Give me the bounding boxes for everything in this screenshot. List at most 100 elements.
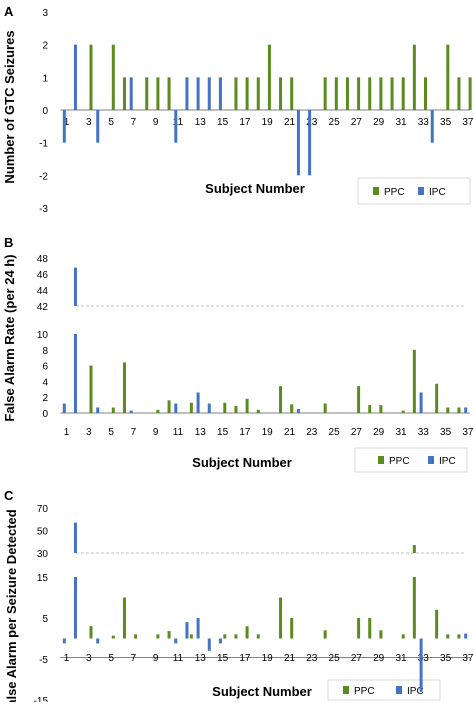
panel-b-bar-ppc-36 [457, 407, 461, 413]
panel-b-bar-ipc-11 [174, 403, 178, 413]
panel-c-xtick: 23 [306, 653, 318, 664]
panel-b-bar-ppc-35 [446, 407, 450, 413]
panel-c-bar-ppc-34 [435, 609, 439, 639]
panel-a-bar-ppc-18 [256, 77, 260, 110]
panel-b-xtick: 13 [195, 427, 207, 438]
panel-a-xtick: 9 [153, 117, 159, 128]
panel-b-bar-ppc-27 [357, 386, 361, 413]
panel-a-bar-ppc-19 [267, 44, 271, 110]
panel-b-bar-ppc-10 [167, 400, 171, 413]
panel-a-xtick: 27 [351, 117, 363, 128]
legend-c-ppc-label: PPC [354, 686, 375, 697]
panel-c-bar-ipc-1 [62, 638, 66, 644]
panel-a-bar-ipc-15 [218, 77, 222, 110]
panel-c-bar-ppc-9 [156, 634, 160, 639]
panel-c-xtick: 3 [86, 653, 92, 664]
legend-b: PPC IPC [354, 447, 468, 473]
panel-b-xtick: 5 [108, 427, 114, 438]
panel-a-bar-ppc-25 [334, 77, 338, 110]
panel-b-bar-ppc-18 [256, 409, 260, 413]
panel-c-xtick: 17 [239, 653, 251, 664]
panel-c-bar-ppc-35 [446, 634, 450, 639]
panel-a-xtick: 33 [418, 117, 430, 128]
panel-b-bar-ppc-5 [111, 407, 115, 413]
legend-c-ipc-swatch [396, 686, 402, 694]
panel-c-bar-ipc-33 [419, 638, 423, 692]
legend-a-ipc-swatch [418, 187, 424, 195]
panel-b-bar-ipc-2-lower [73, 334, 77, 413]
panel-a-xtick: 25 [329, 117, 341, 128]
panel-a-bar-ppc-17 [245, 77, 249, 110]
panel-a-bar-ipc-7 [129, 77, 133, 110]
panel-a-ytick: 0 [42, 106, 48, 117]
panel-b-bar-ppc-29 [379, 405, 383, 413]
panel-a-bar-ppc-35 [446, 44, 450, 110]
panel-a-bar-ppc-21 [290, 77, 294, 110]
panel-b-ytick: 2 [42, 393, 48, 404]
panel-b-bar-ppc-20 [279, 386, 283, 413]
panel-a-xtick: 19 [262, 117, 274, 128]
panel-b-xlabel: Subject Number [192, 455, 292, 470]
panel-a-bar-ppc-28 [368, 77, 372, 110]
panel-b-bar-ipc-4 [96, 407, 100, 413]
panel-c-bar-ipc-12 [185, 622, 189, 639]
panel-c-xlabel: Subject Number [212, 684, 312, 699]
panel-a-bar-ppc-6 [122, 77, 126, 110]
panel-c-ytick: 70 [37, 504, 49, 515]
panel-a-xtick: 17 [239, 117, 251, 128]
panel-a-bar-ipc-2 [73, 44, 77, 110]
panel-a-bar-ppc-37 [468, 77, 472, 110]
panel-a-xtick: 1 [64, 117, 70, 128]
panel-c-ylabel-line: False Alarm per Seizure Detected [4, 509, 19, 702]
panel-a-bar-ipc-22 [296, 110, 300, 176]
panel-a-xtick: 13 [195, 117, 207, 128]
panel-b-bar-ipc-33 [419, 392, 423, 413]
panel-b-xtick: 27 [351, 427, 363, 438]
panel-c-bar-ppc-32 [412, 545, 416, 553]
legend-c-ppc-swatch [343, 686, 349, 694]
panel-c-bar-ppc-31 [401, 634, 405, 639]
panel-c-bar-ppc-7 [134, 634, 138, 639]
panel-a-bar-ppc-16 [234, 77, 238, 110]
panel-b-ytick: 46 [37, 270, 49, 281]
panel-a-bar-ipc-13 [196, 77, 200, 110]
panel-a-xtick: 37 [462, 117, 474, 128]
panel-a-ytick: 2 [42, 41, 48, 52]
panel-b-xtick: 31 [395, 427, 407, 438]
panel-c-xtick: 15 [217, 653, 229, 664]
panel-a-xtick: 7 [131, 117, 137, 128]
panel-b-ytick: 0 [42, 409, 48, 420]
panel-b-bar-ppc-28 [368, 405, 372, 413]
panel-c-bar-ppc-16 [234, 634, 238, 639]
panel-c-xtick: 5 [108, 653, 114, 664]
panel-a-bar-ppc-3 [89, 44, 93, 110]
panel-b-ylabel: False Alarm Rate (per 24 h) [2, 254, 17, 421]
panel-c-bar-ppc-28 [368, 618, 372, 639]
panel-b-ytick: 10 [37, 330, 49, 341]
panel-b-ytick: 4 [42, 377, 48, 388]
panel-b-xtick: 21 [284, 427, 296, 438]
panel-a-bar-ipc-34 [430, 110, 434, 143]
panel-c-xtick: 37 [462, 653, 474, 664]
panel-c-bar-ppc-17 [245, 626, 249, 639]
panel-a-xtick: 31 [395, 117, 407, 128]
panel-b-xtick: 9 [153, 427, 159, 438]
panel-b-xtick: 37 [462, 427, 474, 438]
panel-c-xtick: 9 [153, 653, 159, 664]
panel-b-xtick: 11 [173, 427, 184, 438]
panel-a-xlabel: Subject Number [205, 181, 305, 196]
panel-c-bar-ppc-24 [323, 630, 327, 639]
panel-b-xtick: 33 [418, 427, 430, 438]
legend-a-ppc-swatch [373, 187, 379, 195]
panel-c-bar-ipc-11 [174, 638, 178, 644]
panel-b-bar-ipc-37 [464, 407, 468, 413]
panel-a-xtick: 35 [440, 117, 452, 128]
legend-c-ipc-label: IPC [407, 686, 424, 697]
panel-a-xtick: 23 [306, 117, 318, 128]
panel-a-xtick: 15 [217, 117, 229, 128]
panel-a-bar-ppc-30 [390, 77, 394, 110]
panel-a-xtick: 11 [173, 117, 184, 128]
panel-a-ytick: -1 [39, 139, 48, 150]
